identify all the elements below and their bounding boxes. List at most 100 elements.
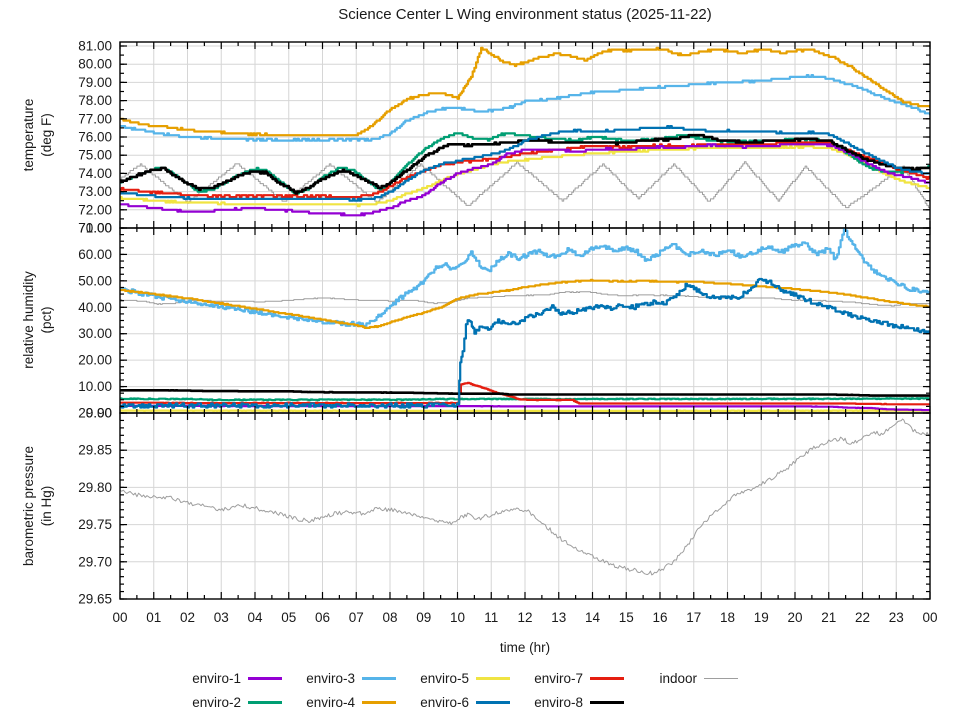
temperature-ytick-label: 71.00 bbox=[78, 221, 112, 236]
temperature-panel: 71.00 72.00 73.00 74.00 75.00 76.00 77.00 78.00… bbox=[78, 39, 931, 236]
legend-line-swatch bbox=[704, 677, 738, 679]
humidity-series-layer bbox=[120, 228, 930, 412]
x-tick-label: 08 bbox=[382, 610, 397, 625]
legend: enviro-1 enviro-2 enviro-3 enviro-4 enviro-5… bbox=[183, 666, 738, 714]
legend-item-enviro-5: enviro-5 bbox=[411, 666, 510, 690]
legend-item-enviro-6: enviro-6 bbox=[411, 690, 510, 714]
legend-line-swatch bbox=[362, 700, 396, 704]
temperature-ytick-label: 72.00 bbox=[78, 202, 112, 217]
y-axis-titles: temperature (deg F) relative humidity (p… bbox=[21, 99, 54, 566]
x-tick-label: 09 bbox=[416, 610, 431, 625]
pressure-ytick-label: 29.65 bbox=[78, 592, 112, 607]
temperature-series-enviro-4 bbox=[120, 46, 930, 137]
humidity-ytick-label: 70.00 bbox=[78, 221, 112, 236]
x-tick-label: 11 bbox=[484, 610, 498, 625]
humidity-ytick-label: 0.00 bbox=[86, 406, 112, 421]
pressure-panel: 29.65 29.70 29.75 29.80 29.85 29.90 bbox=[78, 406, 931, 607]
legend-label: enviro-8 bbox=[534, 694, 583, 710]
x-tick-label: 23 bbox=[889, 610, 904, 625]
chart-title: Science Center L Wing environment status… bbox=[338, 6, 712, 23]
x-tick-label: 21 bbox=[821, 610, 836, 625]
legend-line-swatch bbox=[362, 676, 396, 680]
x-tick-label: 18 bbox=[720, 610, 735, 625]
pressure-ytick-label: 29.90 bbox=[78, 406, 112, 421]
x-tick-label: 19 bbox=[754, 610, 769, 625]
x-tick-label: 15 bbox=[619, 610, 634, 625]
x-tick-label: 22 bbox=[855, 610, 870, 625]
humidity-series-indoor bbox=[120, 291, 930, 307]
pressure-series-layer bbox=[120, 418, 930, 576]
humidity-panel: 0.00 10.00 20.00 30.00 40.00 50.00 60.00 70.00 bbox=[78, 221, 931, 421]
pressure-ytick-label: 29.80 bbox=[78, 480, 112, 495]
temperature-ytick-label: 75.00 bbox=[78, 148, 112, 163]
x-tick-label: 02 bbox=[180, 610, 195, 625]
pressure-axis-title: barometric pressure bbox=[21, 446, 36, 566]
pressure-axis-unit: (in Hg) bbox=[39, 486, 54, 527]
humidity-ytick-label: 10.00 bbox=[78, 379, 112, 394]
legend-label: indoor bbox=[659, 670, 697, 686]
x-tick-label: 16 bbox=[652, 610, 667, 625]
humidity-ytick-label: 20.00 bbox=[78, 353, 112, 368]
temperature-ytick-label: 74.00 bbox=[78, 166, 112, 181]
temperature-ytick-label: 79.00 bbox=[78, 75, 112, 90]
temperature-ytick-label: 76.00 bbox=[78, 130, 112, 145]
humidity-series-enviro-1 bbox=[120, 404, 930, 412]
temperature-series-layer bbox=[120, 46, 930, 217]
legend-label: enviro-5 bbox=[420, 670, 469, 686]
humidity-ytick-label: 40.00 bbox=[78, 300, 112, 315]
humidity-axis-unit: (pct) bbox=[39, 307, 54, 334]
legend-item-enviro-2: enviro-2 bbox=[183, 690, 282, 714]
humidity-series-enviro-7 bbox=[120, 381, 930, 406]
x-tick-label: 07 bbox=[349, 610, 364, 625]
pressure-ytick-label: 29.85 bbox=[78, 443, 112, 458]
legend-line-swatch bbox=[476, 676, 510, 680]
temperature-series-indoor bbox=[120, 161, 930, 210]
pressure-series-indoor bbox=[120, 418, 930, 576]
temperature-ytick-label: 78.00 bbox=[78, 93, 112, 108]
temperature-axis-unit: (deg F) bbox=[39, 113, 54, 157]
legend-label: enviro-2 bbox=[192, 694, 241, 710]
humidity-series-enviro-3 bbox=[120, 228, 930, 327]
x-tick-label: 05 bbox=[281, 610, 296, 625]
humidity-ticks bbox=[119, 227, 931, 414]
temperature-series-enviro-8 bbox=[120, 133, 930, 195]
humidity-ytick-label: 60.00 bbox=[78, 247, 112, 262]
legend-item-enviro-3: enviro-3 bbox=[297, 666, 396, 690]
humidity-series-enviro-4 bbox=[120, 278, 930, 329]
legend-label: enviro-7 bbox=[534, 670, 583, 686]
legend-item-enviro-4: enviro-4 bbox=[297, 690, 396, 714]
legend-line-swatch bbox=[248, 700, 282, 704]
temperature-ytick-label: 81.00 bbox=[78, 39, 112, 54]
legend-label: enviro-1 bbox=[192, 670, 241, 686]
legend-label: enviro-6 bbox=[420, 694, 469, 710]
x-tick-label: 20 bbox=[787, 610, 802, 625]
legend-label: enviro-4 bbox=[306, 694, 355, 710]
legend-line-swatch bbox=[590, 700, 624, 704]
x-axis-title: time (hr) bbox=[500, 640, 550, 655]
legend-line-swatch bbox=[476, 700, 510, 704]
x-tick-label: 03 bbox=[214, 610, 229, 625]
pressure-ticks bbox=[119, 412, 931, 600]
temperature-series-enviro-6 bbox=[120, 125, 930, 202]
temperature-ytick-label: 77.00 bbox=[78, 111, 112, 126]
legend-label: enviro-3 bbox=[306, 670, 355, 686]
x-tick-label: 13 bbox=[551, 610, 566, 625]
humidity-axis-title: relative humidity bbox=[21, 271, 36, 369]
x-tick-label: 10 bbox=[450, 610, 465, 625]
x-tick-label: 17 bbox=[686, 610, 701, 625]
temperature-axis-title: temperature bbox=[21, 99, 36, 172]
x-tick-label: 00 bbox=[112, 610, 127, 625]
humidity-ytick-label: 50.00 bbox=[78, 273, 112, 288]
legend-item-enviro-7: enviro-7 bbox=[525, 666, 624, 690]
x-tick-label: 14 bbox=[585, 610, 601, 625]
x-tick-label: 00 bbox=[922, 610, 937, 625]
temperature-ytick-label: 80.00 bbox=[78, 57, 112, 72]
humidity-ytick-label: 30.00 bbox=[78, 326, 112, 341]
x-tick-label: 04 bbox=[247, 610, 263, 625]
x-tick-label: 06 bbox=[315, 610, 330, 625]
pressure-ytick-label: 29.70 bbox=[78, 554, 112, 569]
x-tick-label: 12 bbox=[517, 610, 532, 625]
x-tick-label: 01 bbox=[146, 610, 161, 625]
